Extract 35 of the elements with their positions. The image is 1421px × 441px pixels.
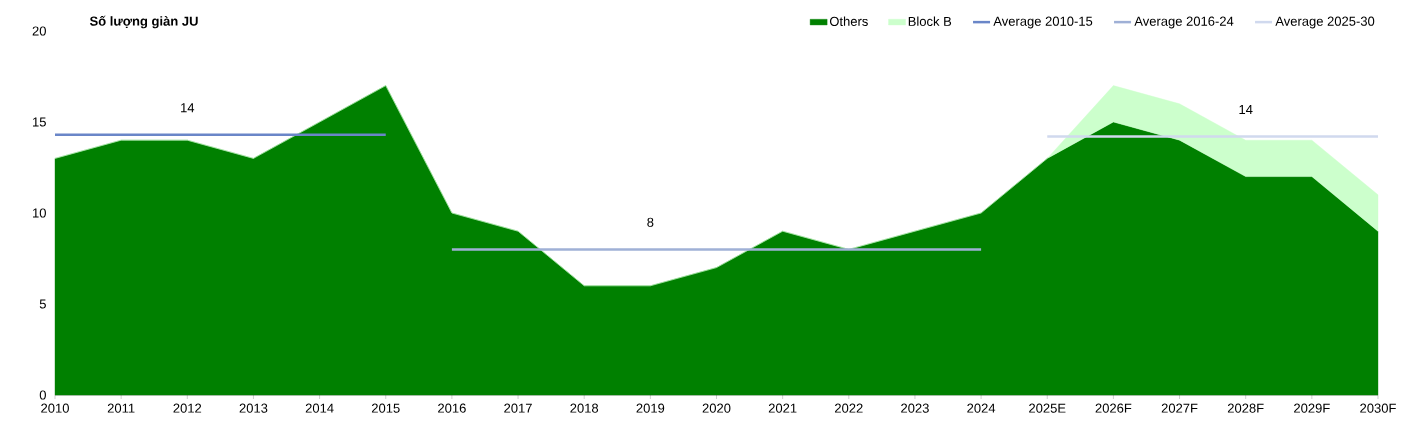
legend-label: Average 2025-30 xyxy=(1275,16,1375,29)
legend-label: Block B xyxy=(908,16,952,26)
x-tick-label: 2017 xyxy=(504,403,532,413)
x-tick-label: 2021 xyxy=(768,403,797,413)
legend-label: Average 2016-24 xyxy=(1134,16,1234,29)
annotation: 8 xyxy=(647,217,654,227)
x-tick-label: 2022 xyxy=(835,403,863,413)
annotation: 14 xyxy=(1239,105,1253,115)
x-tick-label: 2011 xyxy=(107,403,135,413)
y-tick-label: 15 xyxy=(32,117,46,127)
x-tick-label: 2030F xyxy=(1360,403,1396,413)
x-tick-label: 2024 xyxy=(967,403,996,413)
x-tick-label: 2019 xyxy=(636,403,665,413)
x-tick-label: 2018 xyxy=(570,403,599,413)
x-tick-label: 2027F xyxy=(1161,403,1198,413)
x-tick-label: 2028F xyxy=(1227,403,1264,413)
x-tick-label: 2020 xyxy=(702,403,731,413)
x-tick-label: 2023 xyxy=(901,403,929,413)
y-tick-label: 0 xyxy=(39,390,46,400)
x-tick-label: 2013 xyxy=(239,403,268,413)
y-tick-label: 10 xyxy=(32,208,46,218)
y-tick-label: 5 xyxy=(39,299,46,309)
x-tick-label: 2014 xyxy=(305,403,334,413)
x-tick-label: 2029F xyxy=(1294,403,1330,413)
x-tick-label: 2026F xyxy=(1095,403,1132,413)
legend-label: Others xyxy=(829,16,868,26)
x-tick-label: 2010 xyxy=(41,403,69,413)
legend-label: Average 2010-15 xyxy=(993,16,1093,29)
x-tick-label: 2012 xyxy=(173,403,202,413)
annotation: 14 xyxy=(181,103,195,113)
x-tick-label: 2025E xyxy=(1029,403,1066,413)
y-tick-label: 20 xyxy=(32,26,46,36)
chart-title: Số lượng giàn JU xyxy=(89,15,198,29)
x-tick-label: 2015 xyxy=(371,403,400,413)
x-tick-label: 2016 xyxy=(438,403,466,413)
